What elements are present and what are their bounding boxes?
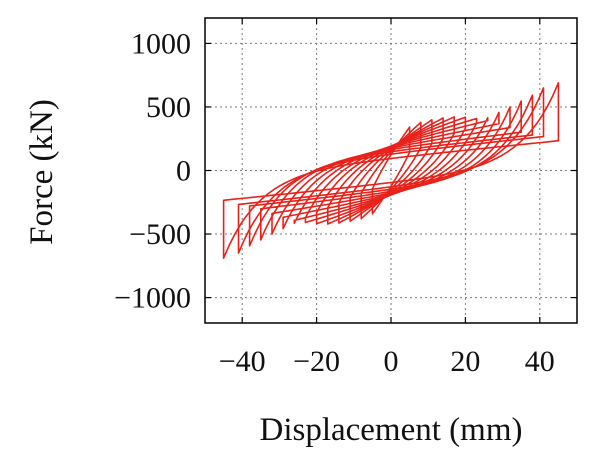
x-tick-label: 40 <box>525 345 555 378</box>
x-tick-label: 0 <box>384 345 399 378</box>
y-tick-label: −500 <box>129 218 191 251</box>
y-tick-label: 1000 <box>131 27 191 60</box>
y-axis-title: Force (kN) <box>24 99 60 245</box>
x-tick-label: −40 <box>219 345 266 378</box>
data-series <box>222 82 560 259</box>
axis-ticks: −40 −20 0 20 40 1000 500 0 −500 −1000 <box>114 18 577 378</box>
y-tick-label: 0 <box>176 155 191 188</box>
hysteresis-loop <box>237 87 545 254</box>
hysteresis-loop <box>222 82 560 259</box>
hysteresis-loop <box>260 100 522 241</box>
hysteresis-loop <box>293 116 489 225</box>
grid-lines <box>205 18 577 323</box>
x-tick-label: 20 <box>450 345 480 378</box>
y-tick-label: 500 <box>146 91 191 124</box>
hysteresis-loop <box>248 94 534 247</box>
x-axis-title: Displacement (mm) <box>259 412 522 448</box>
y-tick-label: −1000 <box>114 282 191 315</box>
x-tick-label: −20 <box>293 345 340 378</box>
